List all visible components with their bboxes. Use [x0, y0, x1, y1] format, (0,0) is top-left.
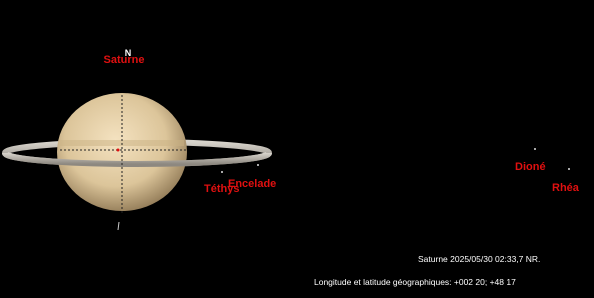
moon-dot: [221, 171, 223, 173]
info-line: Saturne 2025/05/30 02:33,7 NR.: [418, 254, 540, 264]
info-line: Longitude et latitude géographiques: +00…: [314, 277, 516, 287]
page: N Saturne Téthys Encelade Dioné Rhéa Sat…: [0, 0, 594, 298]
sky-view: N Saturne Téthys Encelade Dioné Rhéa Sat…: [0, 0, 594, 298]
moon-label: Encelade: [228, 178, 276, 190]
moon-label: Rhéa: [552, 182, 580, 194]
moon-dot: [568, 168, 570, 170]
moon-label: Dioné: [515, 161, 546, 173]
moon-dot: [534, 148, 536, 150]
center-mark: [117, 149, 120, 152]
moon-dot: [257, 164, 259, 166]
planet-label: Saturne: [104, 54, 145, 66]
